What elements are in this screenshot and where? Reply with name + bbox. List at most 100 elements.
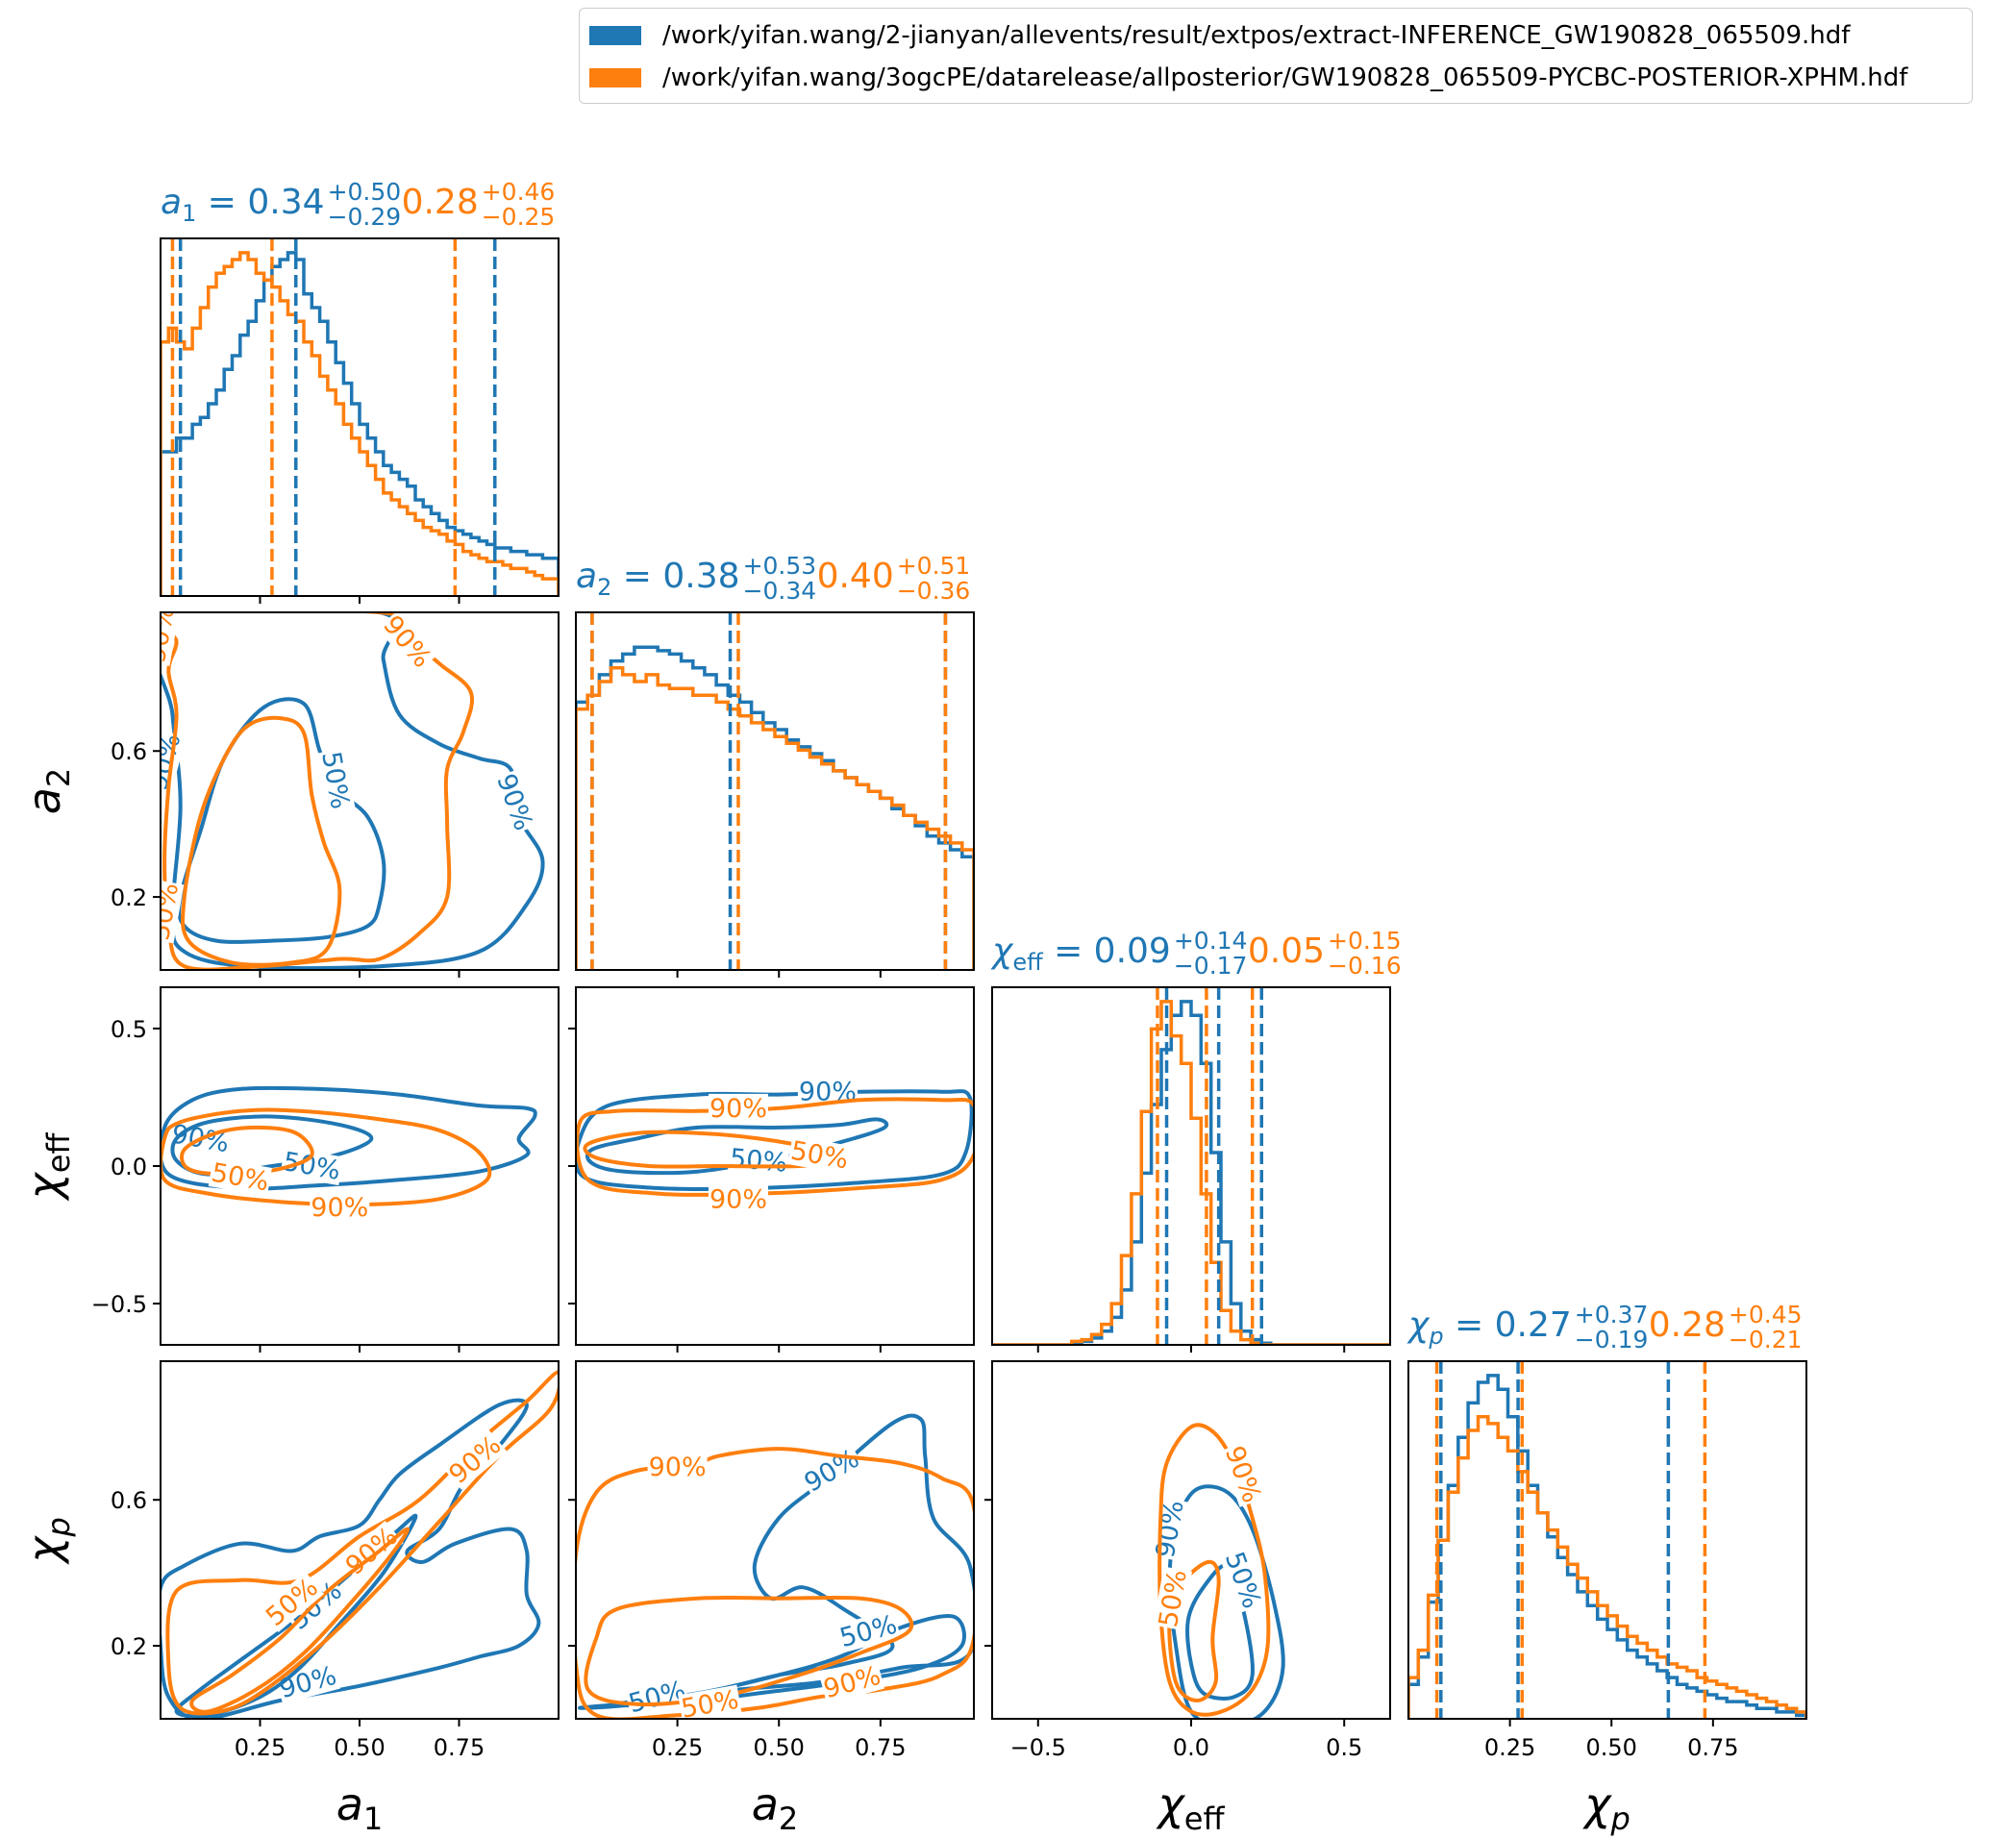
y-axis-label-chi_p: χp [18, 1517, 77, 1566]
x-tick-label: 0.75 [855, 1734, 906, 1761]
summary-median-2: 0.28 [1649, 1305, 1726, 1345]
contour-label: 90% [709, 1094, 767, 1124]
legend-label-1: /work/yifan.wang/2-jianyan/allevents/res… [662, 21, 1851, 50]
panel-chi_eff-chi_p: 90%50%90%50%−0.5 0.0 0.5 [984, 1360, 1391, 1761]
x-tick-label: −0.5 [1010, 1734, 1066, 1761]
legend-entry-2: /work/yifan.wang/3ogcPE/datarelease/allp… [589, 59, 1907, 97]
y-tick-label: 0.6 [111, 1487, 147, 1514]
contour-90-2 [161, 1107, 492, 1207]
histogram-1 [161, 251, 559, 596]
summary-median-2: 0.28 [402, 183, 479, 222]
legend: /work/yifan.wang/2-jianyan/allevents/res… [579, 8, 1973, 104]
plot-area [992, 987, 1390, 1345]
contour-label-bg [727, 1143, 790, 1178]
histogram-2 [992, 1000, 1390, 1345]
contour-label-bg [339, 1520, 404, 1581]
y-axis-label-chi_eff: χeff [18, 1132, 77, 1203]
panel-a1: a1 = 0.34 +0.50−0.29 0.28 +0.46−0.25 [160, 178, 560, 604]
legend-label-2: /work/yifan.wang/3ogcPE/datarelease/allp… [662, 63, 1908, 92]
contour-label-bg [708, 1184, 768, 1214]
panel-a1-chi_eff: 90%50%90%50%−0.50.00.5 [91, 986, 560, 1353]
panel-a2: a2 = 0.38 +0.53−0.34 0.40 +0.51−0.36 [575, 552, 975, 978]
summary-median-2: 0.05 [1248, 931, 1325, 971]
contour-label: 50% [145, 881, 185, 942]
summary-plus-2: +0.51 [897, 552, 971, 580]
contour-label: 50% [729, 1144, 788, 1179]
contour-label-bg [787, 1135, 852, 1175]
summary-plus-1: +0.53 [743, 552, 817, 580]
x-tick-label: 0.50 [1586, 1734, 1637, 1761]
contour-label-bg [624, 1675, 690, 1719]
histogram-2 [1408, 1414, 1806, 1719]
contour-label-bg [161, 880, 185, 944]
axes-frame [575, 1360, 975, 1720]
y-tick-label: 0.2 [111, 1633, 147, 1660]
plot-area [1408, 1361, 1806, 1719]
contour-90-2 [1157, 1423, 1271, 1717]
contour-label-bg [275, 1660, 341, 1704]
contour-90-1 [161, 612, 545, 970]
contour-label-bg [280, 1146, 344, 1186]
histogram-1 [992, 1000, 1390, 1345]
x-tick-label: 0.25 [652, 1734, 703, 1761]
y-tick-label: 0.2 [111, 884, 147, 911]
contour-label: 90% [490, 770, 538, 834]
panel-a1-chi_p: 90%50%90%90%50% 0.25 0.50 0.75 0.2 0.6 [111, 1360, 560, 1761]
x-axis-label-a1: a1 [336, 1778, 384, 1837]
contour-label-bg [442, 1429, 508, 1490]
contour-50-1 [177, 697, 386, 944]
axes-frame [991, 986, 1391, 1346]
contour-label-bg [835, 1609, 901, 1653]
legend-entry-1: /work/yifan.wang/2-jianyan/allevents/res… [589, 16, 1850, 55]
x-tick-label: 0.25 [235, 1734, 286, 1761]
summary-minus-1: −0.17 [1174, 952, 1248, 980]
y-tick-label: 0.0 [111, 1154, 147, 1180]
contour-label: 90% [1151, 1498, 1190, 1559]
panel-chi_p: χp = 0.27 +0.37−0.19 0.28 +0.45−0.21 0.25 0.5… [1406, 1301, 1807, 1761]
axes-frame [1407, 1360, 1807, 1720]
summary-minus-2: −0.25 [482, 203, 556, 231]
x-axis-label-chi_eff: χeff [1156, 1778, 1226, 1837]
summary-plus-2: +0.15 [1328, 927, 1402, 955]
contour-90-2 [165, 1370, 559, 1716]
y-tick-label: 0.6 [111, 738, 147, 765]
histogram-1 [1408, 1374, 1806, 1719]
histogram-2 [576, 665, 974, 970]
plot-area: 90%50%90%50% [161, 1085, 537, 1223]
panel-title: a1 = 0.34 [161, 183, 325, 227]
summary-median-2: 0.40 [817, 557, 894, 596]
x-tick-label: 0.5 [1326, 1734, 1362, 1761]
contour-90-1 [161, 1398, 541, 1719]
plot-area [161, 238, 559, 596]
summary-minus-2: −0.21 [1729, 1326, 1803, 1354]
contour-90-1 [161, 1085, 537, 1191]
contour-label-bg [1153, 1566, 1193, 1630]
contour-label-bg [161, 612, 181, 666]
x-axis-label-a2: a2 [752, 1778, 799, 1837]
panel-chi_eff: χeff = 0.09 +0.14−0.17 0.05 +0.15−0.16 [990, 927, 1402, 1353]
contour-label-bg [1219, 1547, 1267, 1614]
y-axis-label-a2: a2 [18, 768, 77, 815]
contour-50-1 [174, 1513, 418, 1719]
x-tick-label: 0.75 [1687, 1734, 1738, 1761]
x-tick-label: 0.0 [1173, 1734, 1209, 1761]
contour-label: 90% [311, 1193, 368, 1223]
contour-label-bg [260, 1572, 325, 1632]
contour-label-bg [377, 612, 438, 674]
contour-50-2 [189, 1527, 410, 1714]
contour-label-bg [490, 769, 539, 835]
contour-label-bg [678, 1684, 742, 1719]
x-tick-label: 0.50 [334, 1734, 385, 1761]
summary-plus-2: +0.45 [1729, 1301, 1803, 1329]
summary-minus-2: −0.36 [897, 577, 971, 605]
contour-50-1 [585, 1117, 889, 1176]
plot-area: 90%50%50%90%90%50% [576, 1413, 974, 1719]
contour-50-2 [181, 715, 342, 967]
x-tick-label: 0.25 [1484, 1734, 1535, 1761]
axes-frame [160, 1360, 560, 1720]
x-axis-label-chi_p: χp [1581, 1778, 1630, 1837]
contour-label: 50% [1219, 1548, 1267, 1612]
plot-area: 90%90%50%90% 90%50% [145, 612, 545, 970]
histogram-2 [161, 251, 559, 596]
